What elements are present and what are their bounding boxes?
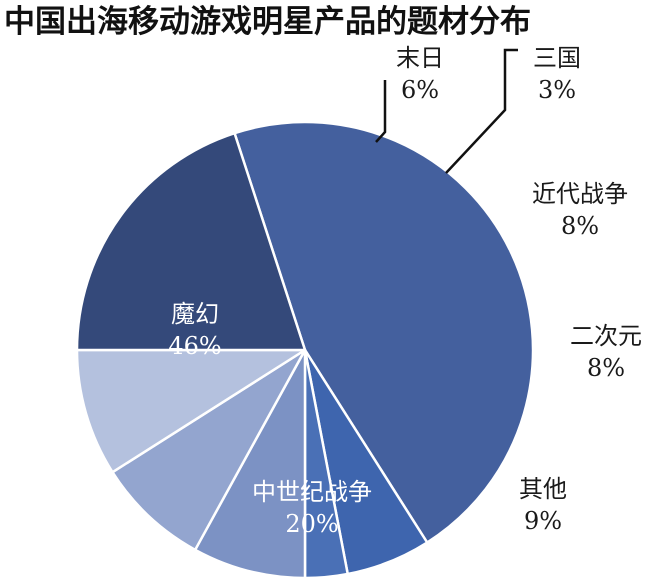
slice-percent-0: 46% bbox=[168, 332, 221, 360]
leader-line-2 bbox=[445, 48, 518, 174]
pie-slice-6 bbox=[75, 131, 307, 352]
pie-slice-0 bbox=[233, 120, 535, 544]
slice-label-2: 三国 bbox=[533, 44, 581, 72]
slice-label-5: 其他 bbox=[519, 475, 567, 503]
slice-percent-2: 3% bbox=[538, 76, 576, 104]
slice-percent-4: 8% bbox=[587, 354, 625, 382]
pie-slice-4 bbox=[111, 348, 307, 552]
slice-label-4: 二次元 bbox=[570, 322, 642, 350]
slice-percent-6: 20% bbox=[285, 510, 338, 538]
slice-label-6: 中世纪战争 bbox=[252, 478, 372, 506]
slice-percent-5: 9% bbox=[524, 507, 562, 535]
slice-label-0: 魔幻 bbox=[171, 300, 219, 328]
chart-title: 中国出海移动游戏明星产品的题材分布 bbox=[4, 4, 531, 40]
pie-slice-3 bbox=[193, 348, 307, 580]
slice-label-3: 近代战争 bbox=[532, 180, 628, 208]
slice-percent-1: 6% bbox=[401, 76, 439, 104]
slice-label-1: 末日 bbox=[396, 44, 444, 72]
leader-line-1 bbox=[375, 80, 387, 143]
pie-slice-5 bbox=[75, 348, 307, 474]
slice-percent-3: 8% bbox=[561, 212, 599, 240]
